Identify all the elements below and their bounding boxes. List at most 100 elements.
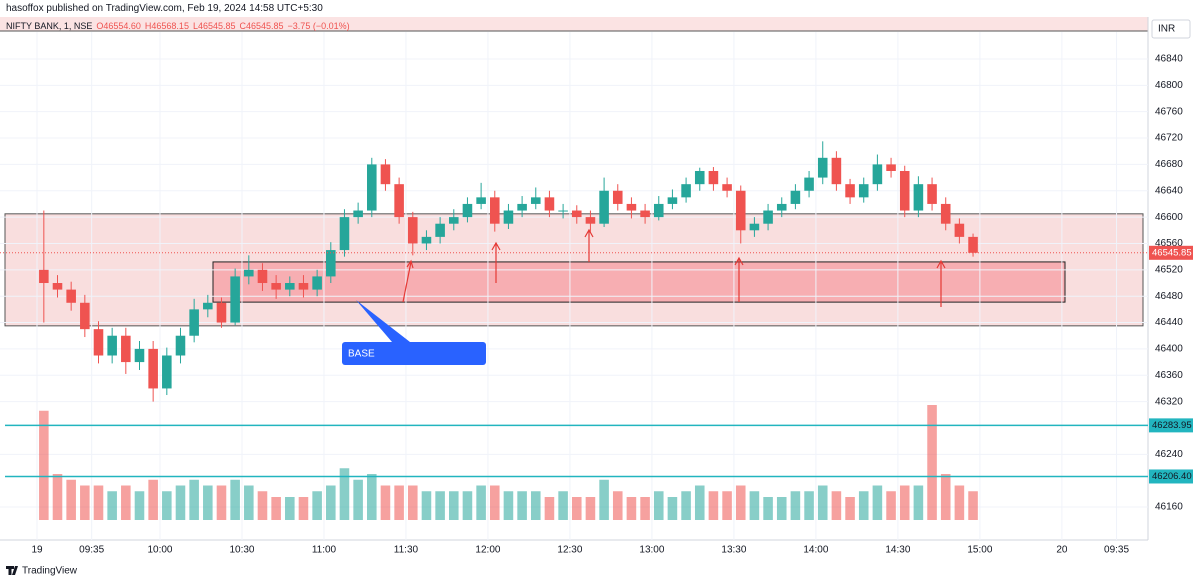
candle-body	[503, 210, 514, 224]
volume-bar	[722, 491, 732, 520]
x-tick-label: 10:00	[147, 545, 172, 556]
ohlc-low: L46545.85	[192, 21, 236, 31]
y-tick-label: 46600	[1155, 212, 1183, 223]
volume-bar	[517, 491, 527, 520]
candle-body	[489, 197, 500, 224]
candle-body	[230, 276, 240, 323]
symbol: NIFTY BANK, 1, NSE	[6, 21, 93, 31]
y-tick-label: 46360	[1155, 370, 1183, 381]
candle-body	[530, 197, 541, 204]
candle-body	[544, 197, 555, 211]
volume-bar	[927, 405, 937, 520]
candle-body	[121, 335, 131, 363]
candle-body	[694, 170, 705, 185]
x-tick-label: 13:00	[639, 545, 664, 556]
y-tick-label: 46720	[1155, 133, 1183, 144]
volume-bar	[257, 491, 268, 520]
candle-body	[858, 184, 869, 198]
volume-bar	[326, 485, 336, 520]
volume-bar	[817, 485, 828, 520]
arrow	[734, 256, 744, 302]
candle-body	[257, 269, 268, 284]
volume-bar	[585, 497, 596, 520]
y-tick-label: 46520	[1155, 264, 1183, 275]
candle-body	[845, 184, 855, 198]
candle-body	[735, 190, 746, 231]
volume-bar	[735, 485, 746, 520]
y-tick-label: 46760	[1155, 106, 1183, 117]
x-tick-label: 20	[1056, 545, 1068, 556]
volume-bar	[134, 491, 145, 520]
volume-bar	[763, 497, 773, 520]
zone	[212, 261, 1066, 303]
volume-bar	[121, 485, 131, 520]
candle-body	[872, 164, 883, 185]
x-tick-label: 15:00	[967, 545, 992, 556]
x-tick-label: 11:00	[312, 545, 337, 556]
y-tick-label: 46240	[1155, 449, 1183, 460]
footer: TradingView	[22, 566, 78, 577]
candle-body	[585, 217, 596, 224]
symbol-band	[0, 17, 1148, 31]
volume-bar	[640, 497, 650, 520]
volume-bar	[189, 479, 199, 520]
y-tick-label: 46680	[1155, 159, 1183, 170]
header: hasoffox published on TradingView.com, F…	[6, 3, 323, 14]
candle-body	[339, 217, 350, 251]
volume-bar	[80, 485, 90, 520]
y-tick-label: 46400	[1155, 344, 1183, 355]
candle-body	[831, 157, 842, 185]
price-label-box	[1149, 418, 1193, 433]
volume-bar	[244, 485, 254, 520]
candle-body	[462, 203, 473, 218]
last-price: 46545.85	[1152, 247, 1192, 258]
x-tick-label: 10:30	[229, 545, 254, 556]
arrow	[402, 259, 414, 303]
price-label: 46283.95	[1152, 420, 1192, 431]
candle-body	[93, 329, 104, 356]
candle-body	[790, 190, 801, 204]
candle-body	[667, 197, 678, 204]
volume-bar	[162, 491, 172, 520]
volume-bar	[448, 491, 459, 520]
volume-bar	[489, 485, 500, 520]
candle-body	[817, 157, 828, 178]
y-tick-label: 46840	[1155, 54, 1183, 65]
volume-bar	[148, 479, 158, 520]
candle-body	[640, 210, 650, 218]
volume-bar	[435, 491, 445, 520]
candle-body	[599, 190, 609, 224]
candle-body	[107, 335, 117, 356]
candle-body	[175, 335, 186, 356]
candle-body	[394, 184, 404, 218]
x-tick-label: 13:30	[721, 545, 746, 556]
candle-body	[571, 210, 582, 218]
candle-body	[271, 283, 281, 290]
candle-body	[66, 289, 76, 303]
currency-box	[1151, 19, 1191, 39]
volume-bar	[626, 497, 637, 520]
candle-body	[285, 283, 295, 290]
volume-bar	[886, 491, 896, 520]
volume-bar	[804, 491, 814, 520]
candle-body	[612, 190, 623, 204]
candle-body	[39, 269, 49, 284]
volume-bar	[858, 491, 869, 520]
candle-body	[298, 283, 309, 290]
volume-bar	[831, 491, 842, 520]
ohlc-open: O46554.60	[96, 21, 141, 31]
volume-bar	[476, 485, 486, 520]
volume-bar	[66, 479, 76, 520]
candle-body	[326, 250, 336, 277]
y-tick-label: 46160	[1155, 502, 1183, 513]
last-price-box	[1149, 245, 1193, 260]
candle-body	[189, 309, 199, 336]
volume-bar	[312, 491, 322, 520]
volume-bar	[216, 485, 227, 520]
volume-bar	[421, 491, 432, 520]
candle-body	[940, 203, 951, 224]
y-tick-label: 46480	[1155, 291, 1183, 302]
candle-body	[626, 203, 637, 211]
volume-bar	[394, 485, 404, 520]
